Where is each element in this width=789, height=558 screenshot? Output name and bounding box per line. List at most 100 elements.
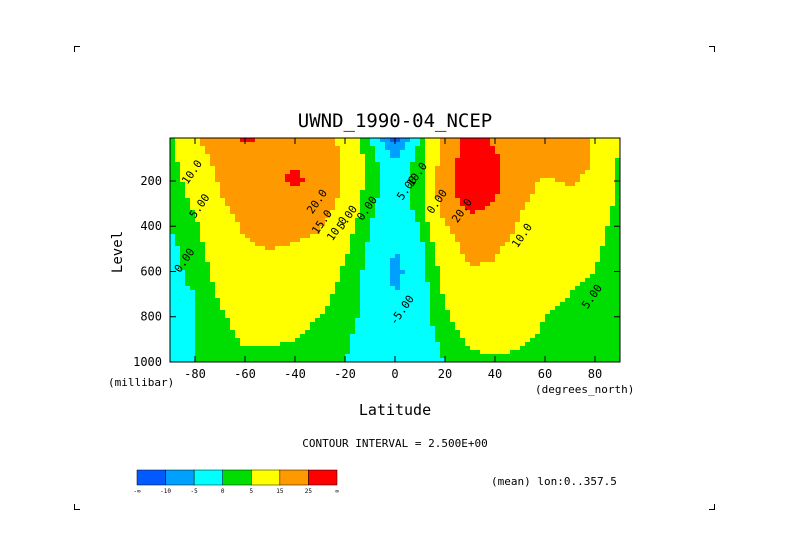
field-cell	[575, 138, 581, 143]
field-cell	[320, 246, 326, 251]
field-cell	[450, 154, 456, 159]
field-cell	[540, 170, 546, 175]
field-cell	[285, 250, 291, 255]
field-cell	[460, 174, 466, 179]
field-cell	[230, 138, 236, 143]
field-cell	[310, 294, 316, 299]
field-cell	[545, 246, 551, 251]
field-cell	[465, 282, 471, 287]
field-cell	[270, 342, 276, 347]
field-cell	[450, 142, 456, 147]
field-cell	[460, 350, 466, 355]
field-cell	[530, 282, 536, 287]
field-cell	[430, 154, 436, 159]
field-cell	[565, 226, 571, 231]
field-cell	[395, 242, 401, 247]
field-cell	[250, 266, 256, 271]
field-cell	[500, 174, 506, 179]
field-cell	[225, 282, 231, 287]
field-cell	[605, 294, 611, 299]
field-cell	[495, 190, 501, 195]
field-cell	[345, 186, 351, 191]
field-cell	[210, 194, 216, 199]
field-cell	[270, 202, 276, 207]
field-cell	[215, 142, 221, 147]
field-cell	[235, 326, 241, 331]
field-cell	[460, 302, 466, 307]
field-cell	[570, 278, 576, 283]
field-cell	[560, 306, 566, 311]
field-cell	[485, 206, 491, 211]
field-cell	[450, 238, 456, 243]
field-cell	[295, 310, 301, 315]
field-cell	[325, 142, 331, 147]
field-cell	[505, 210, 511, 215]
field-cell	[415, 222, 421, 227]
field-cell	[485, 314, 491, 319]
field-cell	[350, 186, 356, 191]
field-cell	[215, 334, 221, 339]
field-cell	[490, 190, 496, 195]
field-cell	[300, 310, 306, 315]
field-cell	[495, 194, 501, 199]
field-cell	[385, 338, 391, 343]
field-cell	[170, 242, 176, 247]
field-cell	[440, 306, 446, 311]
field-cell	[300, 234, 306, 239]
field-cell	[380, 298, 386, 303]
field-cell	[475, 310, 481, 315]
field-cell	[410, 278, 416, 283]
field-cell	[365, 334, 371, 339]
field-cell	[590, 190, 596, 195]
field-cell	[460, 294, 466, 299]
field-cell	[485, 302, 491, 307]
field-cell	[610, 274, 616, 279]
field-cell	[560, 278, 566, 283]
field-cell	[405, 150, 411, 155]
field-cell	[285, 230, 291, 235]
field-cell	[300, 226, 306, 231]
field-cell	[425, 274, 431, 279]
field-cell	[310, 182, 316, 187]
field-cell	[570, 250, 576, 255]
field-cell	[485, 234, 491, 239]
field-cell	[570, 266, 576, 271]
field-cell	[425, 202, 431, 207]
field-cell	[520, 262, 526, 267]
field-cell	[310, 174, 316, 179]
field-cell	[330, 354, 336, 359]
field-cell	[245, 318, 251, 323]
field-cell	[520, 278, 526, 283]
field-cell	[175, 338, 181, 343]
field-cell	[610, 214, 616, 219]
field-cell	[220, 138, 226, 143]
field-cell	[365, 210, 371, 215]
field-cell	[380, 262, 386, 267]
field-cell	[575, 310, 581, 315]
field-cell	[560, 238, 566, 243]
field-cell	[595, 298, 601, 303]
field-cell	[215, 318, 221, 323]
field-cell	[240, 262, 246, 267]
field-cell	[180, 182, 186, 187]
field-cell	[395, 198, 401, 203]
field-cell	[400, 322, 406, 327]
field-cell	[170, 346, 176, 351]
field-cell	[235, 166, 241, 171]
field-cell	[340, 338, 346, 343]
field-cell	[260, 250, 266, 255]
field-cell	[190, 166, 196, 171]
field-cell	[250, 350, 256, 355]
field-cell	[355, 282, 361, 287]
field-cell	[300, 170, 306, 175]
field-cell	[560, 242, 566, 247]
field-cell	[420, 230, 426, 235]
field-cell	[175, 150, 181, 155]
field-cell	[500, 302, 506, 307]
field-cell	[305, 358, 311, 362]
field-cell	[580, 230, 586, 235]
field-cell	[395, 314, 401, 319]
field-cell	[320, 166, 326, 171]
field-cell	[560, 262, 566, 267]
field-cell	[580, 150, 586, 155]
